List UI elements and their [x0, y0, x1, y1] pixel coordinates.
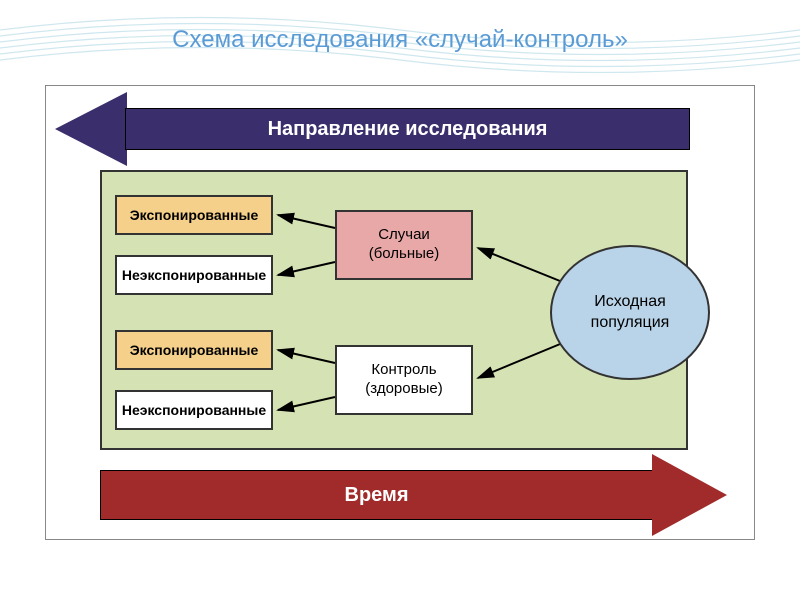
control-label-1: Контроль — [371, 361, 436, 380]
population-label-2: популяция — [591, 314, 670, 331]
direction-arrowhead-icon — [55, 92, 127, 166]
cases-label-1: Случаи — [378, 226, 430, 245]
box-unexposed-2: Неэкспонированные — [115, 390, 273, 430]
box-exposed-1: Экспонированные — [115, 195, 273, 235]
box-cases: Случаи (больные) — [335, 210, 473, 280]
control-label-2: (здоровые) — [365, 380, 442, 399]
cases-label-2: (больные) — [369, 245, 440, 264]
time-banner: Время — [100, 470, 653, 520]
page-title: Схема исследования «случай-контроль» — [0, 26, 800, 54]
time-arrowhead-icon — [652, 454, 727, 536]
box-unexposed-1: Неэкспонированные — [115, 255, 273, 295]
direction-banner: Направление исследования — [125, 108, 690, 150]
box-exposed-2: Экспонированные — [115, 330, 273, 370]
population-ellipse: Исходная популяция — [550, 245, 710, 380]
box-control: Контроль (здоровые) — [335, 345, 473, 415]
population-label-1: Исходная — [594, 293, 666, 310]
